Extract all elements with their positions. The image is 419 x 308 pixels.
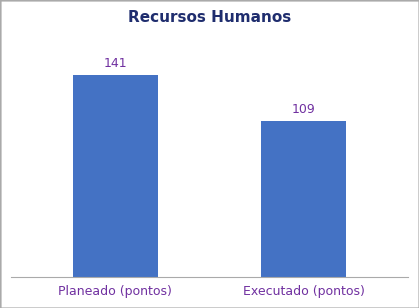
Bar [261, 120, 347, 277]
Bar [72, 75, 158, 277]
Text: 109: 109 [292, 103, 316, 116]
Title: Recursos Humanos: Recursos Humanos [128, 10, 291, 25]
Text: 141: 141 [103, 57, 127, 70]
